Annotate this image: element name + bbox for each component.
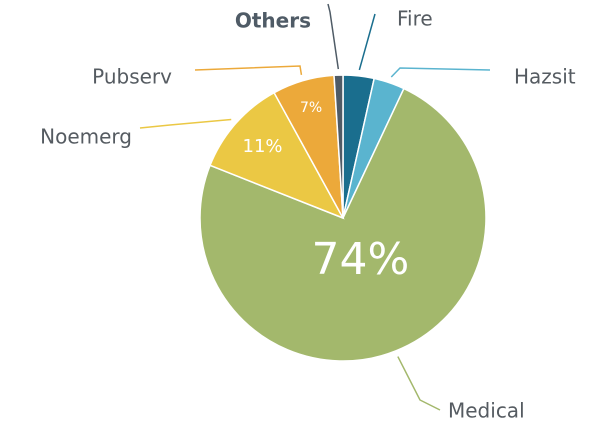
leader-line — [397, 356, 441, 411]
category-label: Medical — [448, 399, 525, 423]
pie-slice — [333, 74, 344, 219]
value-label: 7% — [300, 100, 322, 116]
category-label: Fire — [397, 7, 433, 31]
pie-slice — [199, 87, 487, 362]
category-label: Others — [235, 9, 311, 33]
leader-line — [327, 3, 340, 70]
category-label: Pubserv — [92, 65, 172, 89]
value-label: 11% — [243, 136, 283, 157]
leader-line — [390, 67, 491, 78]
value-label: 74% — [311, 234, 409, 285]
leader-line — [358, 13, 376, 71]
category-label: Noemerg — [40, 125, 132, 149]
leader-line — [139, 118, 232, 129]
pie-slice — [209, 91, 345, 220]
category-label: Hazsit — [514, 65, 576, 89]
leader-line — [194, 65, 303, 76]
